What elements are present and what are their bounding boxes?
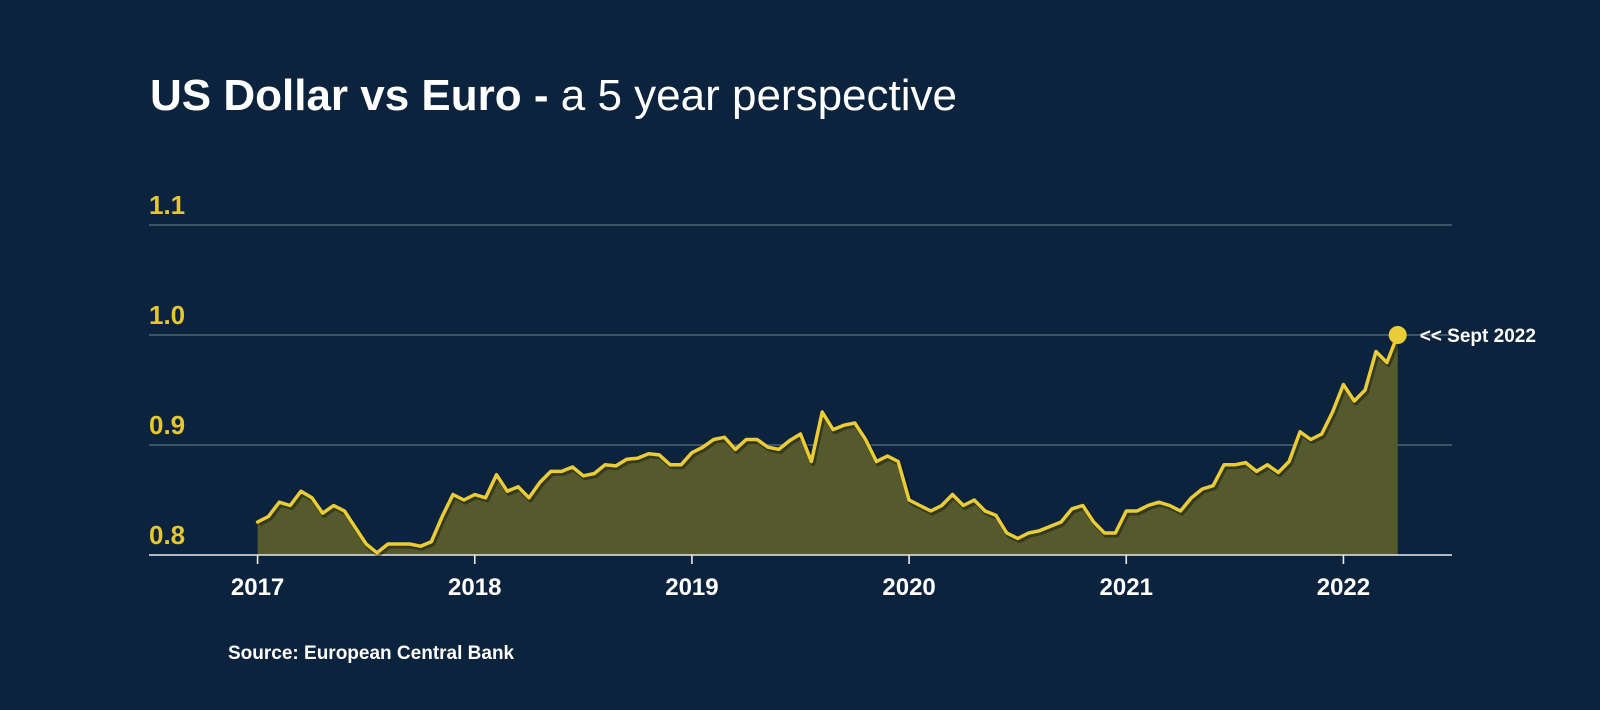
annotation-layer: << Sept 2022 (1388, 326, 1536, 347)
x-tick-label: 2018 (448, 574, 501, 601)
y-tick-label: 0.9 (149, 410, 185, 440)
y-tick-label: 0.8 (149, 520, 185, 550)
x-tick-label: 2021 (1100, 574, 1153, 601)
x-tick-label: 2020 (882, 574, 935, 601)
x-tick-label: 2017 (231, 574, 284, 601)
series-line (255, 333, 1400, 555)
chart-title-main: US Dollar vs Euro - (150, 71, 561, 120)
endpoint-marker (1388, 326, 1407, 344)
line-layer (255, 333, 1402, 558)
x-axis: 2017 2018 2019 2020 2021 2022 (231, 555, 1370, 601)
x-tick-label: 2019 (665, 574, 718, 601)
annotation-label: << Sept 2022 (1420, 326, 1536, 347)
series-area (257, 335, 1398, 555)
grid-lines (149, 224, 1452, 446)
chart-title: US Dollar vs Euro - a 5 year perspective (150, 71, 957, 120)
y-tick-label: 1.1 (149, 190, 185, 220)
area-layer (257, 335, 1398, 555)
y-tick-label: 1.0 (149, 300, 185, 330)
chart-subtitle: a 5 year perspective (561, 71, 957, 120)
x-tick-label: 2022 (1317, 574, 1370, 601)
y-axis: 0.8 0.9 1.0 1.1 (149, 190, 185, 550)
source-note: Source: European Central Bank (228, 643, 515, 664)
